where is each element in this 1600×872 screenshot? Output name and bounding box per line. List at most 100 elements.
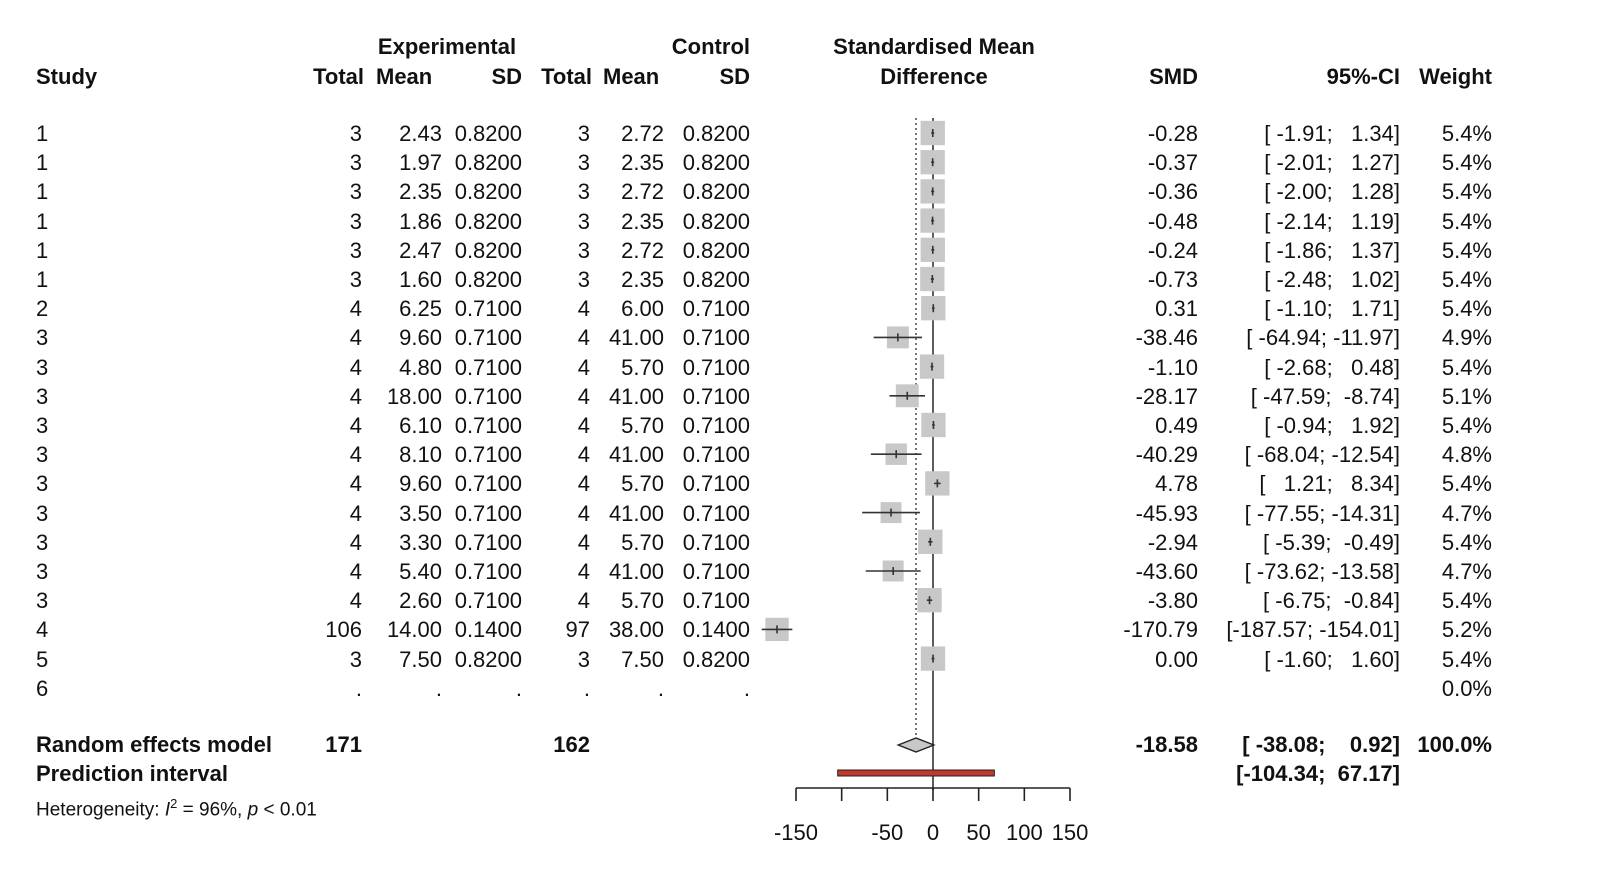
- cell-weight: 5.4%: [1441, 588, 1492, 614]
- cell-study: 3: [36, 500, 49, 526]
- cell-weight: 0.0%: [1441, 675, 1492, 701]
- cell-e-mean: 2.35: [399, 179, 442, 205]
- cell-smd: 4.78: [1155, 471, 1198, 497]
- cell-e-sd: 0.1400: [454, 617, 522, 643]
- cell-e-total: .: [355, 675, 362, 701]
- cell-c-total: 4: [577, 529, 590, 555]
- cell-c-sd: 0.7100: [682, 413, 750, 438]
- cell-e-total: 3: [349, 121, 362, 146]
- cell-e-mean: 8.10: [399, 442, 442, 468]
- cell-ci: [ -0.94; 1.92]: [1264, 413, 1400, 438]
- cell-c-mean: 2.72: [621, 237, 664, 263]
- cell-c-mean: .: [657, 675, 664, 701]
- cell-e-sd: 0.7100: [454, 442, 522, 468]
- cell-weight: 5.4%: [1441, 237, 1492, 263]
- cell-e-sd: 0.8200: [454, 121, 522, 146]
- cell-e-sd: .: [515, 675, 522, 701]
- cell-c-sd: 0.7100: [682, 354, 750, 380]
- cell-c-sd: 0.7100: [682, 588, 750, 614]
- header-control: Control: [671, 34, 750, 59]
- cell-ci: [ -5.39; -0.49]: [1263, 529, 1400, 555]
- cell-ci: [ -1.10; 1.71]: [1264, 296, 1400, 322]
- cell-smd: -28.17: [1135, 383, 1198, 409]
- cell-smd: -40.29: [1135, 442, 1198, 468]
- cell-e-sd: 0.7100: [454, 588, 522, 614]
- cell-weight: 5.4%: [1441, 121, 1492, 146]
- cell-c-mean: 41.00: [608, 442, 664, 468]
- cell-e-total: 4: [349, 559, 362, 584]
- cell-e-mean: 7.50: [399, 646, 442, 672]
- cell-e-mean: 4.80: [399, 354, 442, 380]
- cell-e-total: 4: [349, 413, 362, 438]
- cell-e-total: 4: [349, 383, 362, 409]
- cell-study: 2: [36, 296, 49, 322]
- heterogeneity-i-symbol: I: [164, 799, 171, 821]
- cell-ci: [ -1.91; 1.34]: [1264, 121, 1400, 146]
- cell-smd: -1.10: [1147, 354, 1198, 380]
- header-e-total: Total: [313, 64, 364, 89]
- cell-ci: [ -64.94; -11.97]: [1246, 325, 1400, 351]
- cell-study: 3: [36, 325, 49, 351]
- cell-study: 6: [36, 675, 49, 701]
- cell-c-sd: 0.7100: [682, 529, 750, 555]
- cell-e-sd: 0.8200: [454, 179, 522, 205]
- cell-weight: 4.7%: [1441, 559, 1492, 584]
- cell-c-sd: .: [743, 675, 750, 701]
- cell-ci: [ 1.21; 8.34]: [1259, 471, 1400, 497]
- prediction-interval-bar: [837, 769, 995, 777]
- prediction-interval-ci: [-104.34; 67.17]: [1236, 761, 1400, 786]
- cell-smd: -2.94: [1147, 529, 1198, 555]
- heterogeneity-text: Heterogeneity: I2 = 96%, p < 0.01: [36, 791, 317, 823]
- cell-e-total: 3: [349, 646, 362, 672]
- cell-weight: 5.4%: [1441, 413, 1492, 438]
- cell-c-sd: 0.7100: [682, 442, 750, 468]
- cell-weight: 5.4%: [1441, 150, 1492, 176]
- cell-smd: -0.37: [1147, 150, 1198, 176]
- cell-ci: [ -47.59; -8.74]: [1250, 383, 1400, 409]
- cell-c-mean: 41.00: [608, 383, 664, 409]
- cell-e-sd: 0.7100: [454, 296, 522, 322]
- cell-e-total: 4: [349, 354, 362, 380]
- cell-c-mean: 2.35: [621, 150, 664, 176]
- cell-e-sd: 0.7100: [454, 383, 522, 409]
- cell-c-total: 3: [577, 237, 590, 263]
- cell-study: 4: [36, 617, 49, 643]
- cell-study: 3: [36, 588, 49, 614]
- cell-c-sd: 0.7100: [682, 325, 750, 351]
- header-plot-title-2: Difference: [880, 64, 988, 89]
- cell-c-sd: 0.1400: [682, 617, 750, 643]
- cell-e-total: 4: [349, 296, 362, 322]
- header-e-mean: Mean: [376, 64, 433, 89]
- cell-e-sd: 0.7100: [454, 413, 522, 438]
- cell-e-total: 4: [349, 500, 362, 526]
- cell-e-mean: 3.50: [399, 500, 442, 526]
- cell-c-mean: 38.00: [608, 617, 664, 643]
- cell-smd: -170.79: [1123, 617, 1198, 643]
- cell-e-mean: 2.47: [399, 237, 442, 263]
- cell-c-total: 4: [577, 296, 590, 322]
- cell-ci: [ -68.04; -12.54]: [1244, 442, 1400, 468]
- cell-e-sd: 0.8200: [454, 208, 522, 234]
- cell-c-total: 3: [577, 179, 590, 205]
- cell-ci: [ -2.14; 1.19]: [1264, 208, 1400, 234]
- cell-ci: [ -2.48; 1.02]: [1264, 267, 1400, 292]
- cell-study: 3: [36, 413, 49, 438]
- cell-smd: -43.60: [1135, 559, 1198, 584]
- cell-c-total: 4: [577, 325, 590, 351]
- cell-smd: -38.46: [1135, 325, 1198, 351]
- cell-study: 1: [36, 237, 49, 263]
- cell-study: 1: [36, 121, 49, 146]
- cell-e-mean: .: [435, 675, 442, 701]
- cell-weight: 5.4%: [1441, 296, 1492, 322]
- cell-c-sd: 0.8200: [682, 179, 750, 205]
- cell-weight: 4.9%: [1441, 325, 1492, 351]
- cell-weight: 5.4%: [1441, 529, 1492, 555]
- header-smd: SMD: [1149, 64, 1198, 89]
- cell-e-total: 4: [349, 588, 362, 614]
- cell-e-sd: 0.7100: [454, 325, 522, 351]
- cell-e-mean: 18.00: [386, 383, 442, 409]
- random-effects-weight: 100.0%: [1417, 732, 1492, 757]
- cell-e-total: 4: [349, 529, 362, 555]
- cell-smd: -0.24: [1147, 237, 1198, 263]
- cell-c-total: 4: [577, 588, 590, 614]
